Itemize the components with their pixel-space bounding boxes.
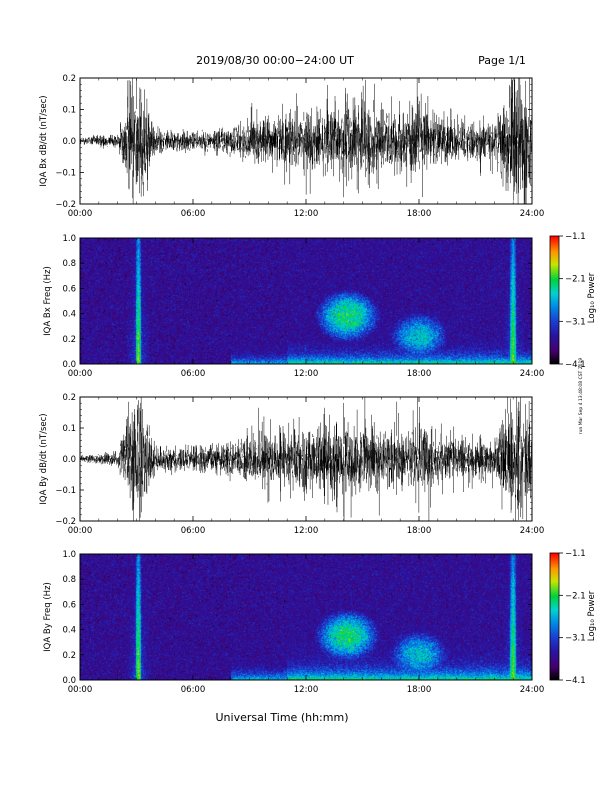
- ytick-label: 0.2: [62, 335, 76, 345]
- xtick-label: 00:00: [68, 209, 93, 219]
- xtick-label: 12:00: [294, 526, 319, 536]
- xtick-label: 18:00: [407, 209, 432, 219]
- by-waveform-trace: [79, 397, 533, 521]
- ytick-label: 1.0: [62, 550, 76, 560]
- colorbar-tick-label: −2.1: [565, 591, 586, 601]
- xtick-label: 12:00: [294, 209, 319, 219]
- ytick-label: 0.6: [62, 284, 76, 294]
- colorbar-tick-label: −3.1: [565, 634, 586, 644]
- xtick-label: 24:00: [520, 526, 545, 536]
- xtick-label: 24:00: [520, 209, 545, 219]
- ytick-label: −0.2: [55, 200, 76, 210]
- bx-spectrogram-image: [80, 238, 532, 364]
- colorbar-tick-label: −3.1: [565, 317, 586, 327]
- xtick-label: 00:00: [68, 369, 93, 379]
- colorbar-tick-label: −4.1: [565, 360, 586, 370]
- xtick-label: 06:00: [181, 369, 206, 379]
- bx-waveform-ylabel: IQA Bx dB/dt (nT/sec): [39, 95, 49, 186]
- by-waveform-xticks: 00:00 06:00 12:00 18:00 24:00: [68, 397, 545, 536]
- ytick-label: 0.2: [62, 393, 76, 403]
- ytick-label: −0.1: [55, 169, 76, 179]
- by-waveform-ylabel: IQA By dB/dt (nT/sec): [39, 413, 49, 504]
- ytick-label: 0.8: [62, 259, 76, 269]
- by-colorbar-frame: [549, 552, 560, 681]
- bx-colorbar-label: Log₁₀ Power: [587, 272, 597, 323]
- waveform-trace-path: [79, 397, 533, 521]
- colorbar-tick-label: −2.1: [565, 275, 586, 285]
- by-colorbar-ticks: −1.1 −2.1 −3.1 −4.1: [559, 549, 586, 686]
- bx-spectrogram-xticks: 00:00 06:00 12:00 18:00 24:00: [68, 238, 545, 379]
- by-spectrogram-xticks: 00:00 06:00 12:00 18:00 24:00: [68, 554, 545, 695]
- colorbar-tick-label: −1.1: [565, 549, 586, 559]
- xtick-label: 12:00: [294, 369, 319, 379]
- ytick-label: −0.1: [55, 486, 76, 496]
- by-spectrogram-image: [80, 554, 532, 680]
- xtick-label: 18:00: [407, 526, 432, 536]
- colorbar-tick-label: −4.1: [565, 676, 586, 686]
- xtick-label: 06:00: [181, 685, 206, 695]
- ytick-label: 0.1: [62, 424, 76, 434]
- ytick-label: 0.4: [62, 626, 76, 636]
- ytick-label: −0.2: [55, 517, 76, 527]
- bx-waveform-trace: [79, 78, 533, 204]
- ytick-label: 0.0: [62, 455, 76, 465]
- xaxis-title: Universal Time (hh:mm): [216, 711, 349, 724]
- ytick-label: 0.2: [62, 651, 76, 661]
- by-spectrogram-yticks: 1.0 0.8 0.6 0.4 0.2 0.0: [62, 550, 532, 686]
- ytick-label: 0.8: [62, 575, 76, 585]
- xtick-label: 24:00: [520, 369, 545, 379]
- by-colorbar: [550, 553, 559, 680]
- xtick-label: 12:00: [294, 685, 319, 695]
- bx-waveform-xticks: 00:00 06:00 12:00 18:00 24:00: [68, 78, 545, 219]
- ytick-label: 0.1: [62, 106, 76, 116]
- bx-spectrogram-yticks: 1.0 0.8 0.6 0.4 0.2 0.0: [62, 234, 532, 370]
- xtick-label: 18:00: [407, 685, 432, 695]
- by-spectrogram-ylabel: IQA By Freq (Hz): [43, 582, 53, 652]
- by-colorbar-label: Log₁₀ Power: [587, 590, 597, 641]
- bx-waveform-yticks: 0.2 0.1 0.0 −0.1 −0.2: [55, 74, 532, 210]
- ytick-label: 0.0: [62, 137, 76, 147]
- ytick-label: 0.0: [62, 360, 76, 370]
- xtick-label: 00:00: [68, 685, 93, 695]
- page-number: Page 1/1: [478, 54, 526, 67]
- bx-colorbar-frame: [549, 235, 560, 365]
- bx-colorbar: [550, 236, 559, 364]
- ytick-label: 0.0: [62, 676, 76, 686]
- page-title: 2019/08/30 00:00−24:00 UT: [196, 54, 354, 67]
- xtick-label: 06:00: [181, 209, 206, 219]
- ytick-label: 1.0: [62, 234, 76, 244]
- panel-bx-waveform: 0.2 0.1 0.0 −0.1 −0.2 00:00 06:00 12:00 18:00 24…: [39, 74, 544, 219]
- ytick-label: 0.2: [62, 74, 76, 84]
- colorbar-tick-label: −1.1: [565, 232, 586, 242]
- xtick-label: 18:00: [407, 369, 432, 379]
- xtick-label: 06:00: [181, 526, 206, 536]
- bx-spectrogram-ylabel: IQA Bx Freq (Hz): [43, 266, 53, 336]
- run-timestamp-note: run Mar Sep 4 13:48:08 CST 2019: [578, 358, 584, 435]
- panel-bx-spectrogram: 1.0 0.8 0.6 0.4 0.2 0.0 00:00 06:00 12:00 18:00 2…: [43, 232, 597, 379]
- bx-colorbar-ticks: −1.1 −2.1 −3.1 −4.1: [559, 232, 586, 370]
- panel-by-spectrogram: 1.0 0.8 0.6 0.4 0.2 0.0 00:00 06:00 12:00 18:00 2…: [43, 549, 597, 695]
- xtick-label: 24:00: [520, 685, 545, 695]
- by-waveform-yticks: 0.2 0.1 0.0 −0.1 −0.2: [55, 393, 532, 527]
- ytick-label: 0.6: [62, 600, 76, 610]
- ytick-label: 0.4: [62, 310, 76, 320]
- waveform-trace-path: [79, 78, 533, 204]
- panel-by-waveform: 0.2 0.1 0.0 −0.1 −0.2 00:00 06:00 12:00 18:00 24…: [39, 393, 544, 536]
- xtick-label: 00:00: [68, 526, 93, 536]
